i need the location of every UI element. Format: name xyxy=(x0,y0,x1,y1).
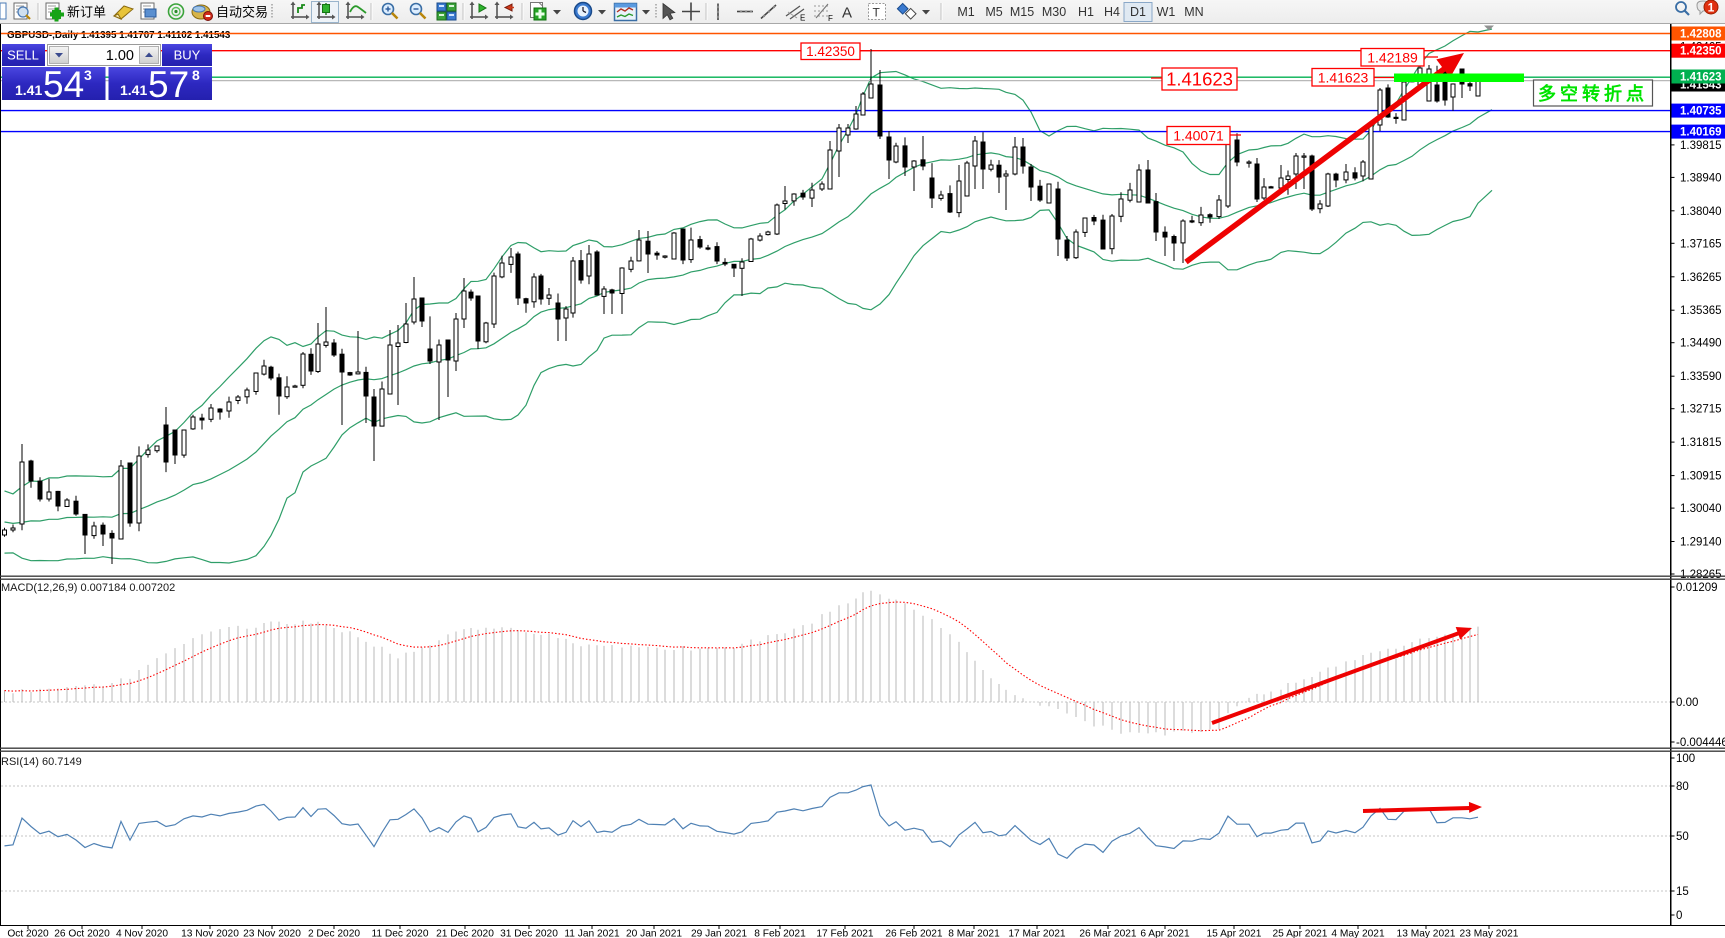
svg-text:1.38040: 1.38040 xyxy=(1680,206,1722,218)
svg-text:21 Dec 2020: 21 Dec 2020 xyxy=(436,929,494,938)
svg-text:0: 0 xyxy=(1676,910,1682,922)
svg-text:1.30915: 1.30915 xyxy=(1680,471,1722,483)
svg-text:17 Mar 2021: 17 Mar 2021 xyxy=(1008,929,1066,938)
svg-text:新订单: 新订单 xyxy=(67,5,106,20)
svg-text:4 May 2021: 4 May 2021 xyxy=(1331,929,1385,938)
svg-text:8 Mar 2021: 8 Mar 2021 xyxy=(948,929,1000,938)
svg-text:RSI(14) 60.7149: RSI(14) 60.7149 xyxy=(1,756,82,768)
svg-text:50: 50 xyxy=(1676,831,1689,843)
svg-text:-0.004446: -0.004446 xyxy=(1676,737,1725,749)
svg-text:11 Jan 2021: 11 Jan 2021 xyxy=(564,929,620,938)
svg-text:1.00: 1.00 xyxy=(106,48,134,64)
svg-text:1.30040: 1.30040 xyxy=(1680,503,1722,515)
svg-text:F: F xyxy=(828,14,833,23)
svg-text:SELL: SELL xyxy=(7,48,39,63)
svg-text:1: 1 xyxy=(1708,1,1715,15)
svg-text:E: E xyxy=(800,14,805,23)
svg-text:1.31815: 1.31815 xyxy=(1680,437,1722,449)
svg-text:1.29140: 1.29140 xyxy=(1680,537,1722,549)
svg-text:1.32715: 1.32715 xyxy=(1680,404,1722,416)
svg-text:1.39815: 1.39815 xyxy=(1680,140,1722,152)
svg-text:1.34490: 1.34490 xyxy=(1680,338,1722,350)
svg-text:4 Nov 2020: 4 Nov 2020 xyxy=(116,929,168,938)
svg-text:M30: M30 xyxy=(1042,5,1066,19)
svg-text:15 Apr 2021: 15 Apr 2021 xyxy=(1207,929,1262,938)
svg-text:1.41623: 1.41623 xyxy=(1318,69,1369,85)
svg-text:2 Dec 2020: 2 Dec 2020 xyxy=(308,929,360,938)
svg-text:11 Dec 2020: 11 Dec 2020 xyxy=(371,929,428,938)
svg-text:W1: W1 xyxy=(1157,5,1176,19)
svg-text:D1: D1 xyxy=(1130,5,1146,19)
svg-text:54: 54 xyxy=(43,64,84,100)
svg-text:0.00: 0.00 xyxy=(1676,697,1698,709)
svg-text:1.42350: 1.42350 xyxy=(806,44,855,59)
svg-text:1.41: 1.41 xyxy=(15,82,42,98)
svg-text:自动交易: 自动交易 xyxy=(216,5,268,20)
svg-text:多空转折点: 多空转折点 xyxy=(1538,83,1648,104)
svg-text:1.40071: 1.40071 xyxy=(1173,128,1224,144)
svg-text:1.28265: 1.28265 xyxy=(1680,569,1722,581)
svg-text:1.42350: 1.42350 xyxy=(1680,46,1722,58)
svg-text:1.40169: 1.40169 xyxy=(1680,127,1722,139)
svg-text:17 Feb 2021: 17 Feb 2021 xyxy=(816,929,874,938)
svg-text:1.41: 1.41 xyxy=(120,82,147,98)
svg-text:23 May 2021: 23 May 2021 xyxy=(1460,929,1519,938)
svg-text:M15: M15 xyxy=(1010,5,1034,19)
svg-text:M5: M5 xyxy=(985,5,1002,19)
svg-text:BUY: BUY xyxy=(174,48,201,63)
svg-text:8: 8 xyxy=(192,67,200,83)
svg-text:1.42189: 1.42189 xyxy=(1367,49,1418,65)
svg-text:26 Mar 2021: 26 Mar 2021 xyxy=(1079,929,1137,938)
svg-text:8 Feb 2021: 8 Feb 2021 xyxy=(754,929,806,938)
svg-text:31 Dec 2020: 31 Dec 2020 xyxy=(500,929,558,938)
svg-text:13 Nov 2020: 13 Nov 2020 xyxy=(181,929,239,938)
svg-text:1.38940: 1.38940 xyxy=(1680,172,1722,184)
svg-text:1.37165: 1.37165 xyxy=(1680,238,1722,250)
svg-text:29 Jan 2021: 29 Jan 2021 xyxy=(691,929,747,938)
svg-text:Oct 2020: Oct 2020 xyxy=(7,929,49,938)
svg-text:26 Oct 2020: 26 Oct 2020 xyxy=(54,929,110,938)
svg-text:MN: MN xyxy=(1184,5,1203,19)
svg-text:1.41623: 1.41623 xyxy=(1680,72,1722,84)
svg-text:MACD(12,26,9) 0.007184 0.00720: MACD(12,26,9) 0.007184 0.007202 xyxy=(1,582,175,594)
svg-text:1.36265: 1.36265 xyxy=(1680,272,1722,284)
svg-text:1.41623: 1.41623 xyxy=(1166,69,1233,90)
svg-text:A: A xyxy=(842,5,852,22)
svg-text:15: 15 xyxy=(1676,886,1689,898)
svg-text:57: 57 xyxy=(148,64,189,100)
svg-text:T: T xyxy=(873,6,881,20)
svg-text:1.42808: 1.42808 xyxy=(1680,29,1722,41)
svg-text:25 Apr 2021: 25 Apr 2021 xyxy=(1273,929,1328,938)
svg-text:23 Nov 2020: 23 Nov 2020 xyxy=(243,929,301,938)
svg-text:H1: H1 xyxy=(1078,5,1094,19)
svg-text:H4: H4 xyxy=(1104,5,1120,19)
svg-text:6 Apr 2021: 6 Apr 2021 xyxy=(1140,929,1190,938)
svg-text:1.33590: 1.33590 xyxy=(1680,371,1722,383)
svg-text:M1: M1 xyxy=(957,5,974,19)
svg-text:80: 80 xyxy=(1676,781,1689,793)
svg-text:3: 3 xyxy=(84,67,92,83)
svg-text:1.40735: 1.40735 xyxy=(1680,106,1722,118)
svg-text:100: 100 xyxy=(1676,753,1695,765)
svg-text:13 May 2021: 13 May 2021 xyxy=(1397,929,1456,938)
svg-text:1.35365: 1.35365 xyxy=(1680,305,1722,317)
svg-text:20 Jan 2021: 20 Jan 2021 xyxy=(626,929,682,938)
svg-text:GBPUSD-,Daily 1.41395 1.41707: GBPUSD-,Daily 1.41395 1.41707 1.41102 1.… xyxy=(7,30,231,41)
svg-text:26 Feb 2021: 26 Feb 2021 xyxy=(885,929,943,938)
svg-text:0.01209: 0.01209 xyxy=(1676,582,1718,594)
